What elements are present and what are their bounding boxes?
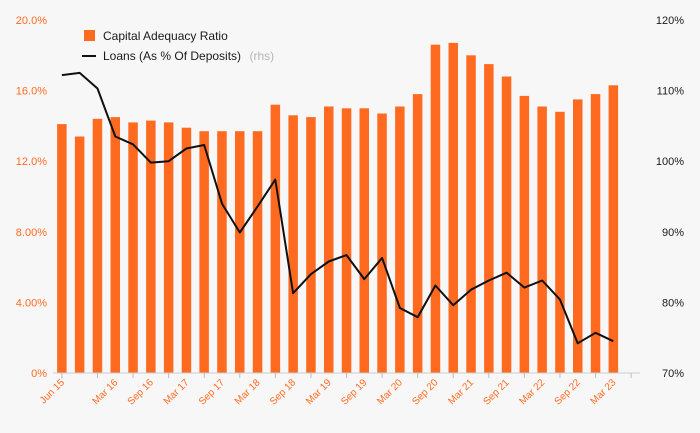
y-right-tick-label: 100% — [656, 156, 684, 168]
legend-line-text: Loans (As % Of Deposits) (rhs) — [103, 47, 274, 64]
bar-capital-adequacy — [324, 106, 334, 373]
bar-capital-adequacy — [57, 124, 67, 373]
x-tick-label: Sep 21 — [482, 377, 512, 407]
bar-capital-adequacy — [306, 117, 316, 373]
y-right-tick-label: 110% — [657, 86, 685, 98]
bars-layer — [57, 42, 619, 374]
x-tick-label: Jun 15 — [38, 377, 67, 406]
legend: Capital Adequacy Ratio Loans (As % Of De… — [82, 29, 274, 64]
x-tick-label: Mar 22 — [518, 377, 548, 407]
y-left-tick-label: 0% — [31, 368, 47, 380]
bar-capital-adequacy — [252, 131, 263, 373]
bar-capital-adequacy — [466, 55, 476, 374]
bar-capital-adequacy — [359, 108, 369, 374]
x-tick-label: Sep 17 — [197, 377, 227, 407]
x-tick-label: Sep 20 — [410, 377, 440, 407]
bar-capital-adequacy — [181, 127, 192, 373]
x-tick-label: Sep 16 — [126, 377, 156, 407]
x-tick-label: Mar 16 — [91, 377, 121, 407]
y-left-tick-label: 4.00% — [16, 297, 47, 309]
x-tick-label: Mar 17 — [162, 377, 192, 407]
bar-capital-adequacy — [501, 76, 512, 373]
x-axis: Jun 15 Mar 16 Sep 16 Mar 17 Sep 17 Mar 18 Sep … — [38, 372, 640, 408]
bar-capital-adequacy — [217, 131, 227, 373]
y-left-tick-label: 12.0% — [16, 156, 47, 168]
bar-capital-adequacy — [288, 115, 298, 374]
x-tick-label: Mar 19 — [304, 377, 334, 407]
left-axis: 0% 4.00% 8.00% 12.0% 16.0% 20.0% — [16, 15, 47, 380]
legend-line-label: Loans (As % Of Deposits) — [103, 49, 241, 63]
bar-capital-adequacy — [128, 122, 138, 374]
y-right-tick-label: 90% — [662, 227, 684, 239]
x-tick-label: Mar 21 — [446, 377, 476, 407]
line-loans-to-deposits — [61, 71, 614, 345]
bar-capital-adequacy — [163, 122, 174, 374]
x-tick-label: Sep 22 — [553, 377, 583, 407]
y-right-tick-label: 70% — [662, 368, 684, 380]
bar-capital-adequacy — [146, 120, 156, 373]
x-tick-label: Sep 18 — [268, 377, 298, 407]
bar-capital-adequacy — [573, 99, 583, 374]
y-right-tick-label: 80% — [662, 297, 684, 309]
bar-capital-adequacy — [484, 64, 494, 373]
bar-capital-adequacy — [377, 113, 387, 373]
bar-capital-adequacy — [92, 118, 103, 373]
bar-capital-adequacy — [74, 136, 85, 373]
y-right-tick-label: 120% — [656, 15, 684, 27]
x-tick-label: Sep 19 — [339, 377, 369, 407]
bar-capital-adequacy — [519, 95, 530, 374]
bar-capital-adequacy — [555, 111, 565, 374]
legend-bar-label: Capital Adequacy Ratio — [103, 29, 228, 43]
y-left-tick-label: 8.00% — [16, 227, 47, 239]
bar-capital-adequacy — [448, 42, 458, 374]
bar-capital-adequacy — [412, 94, 423, 373]
bar-capital-adequacy — [270, 104, 281, 373]
y-left-tick-label: 16.0% — [16, 86, 47, 98]
x-tick-label: Mar 18 — [233, 377, 263, 407]
bar-capital-adequacy — [199, 131, 209, 373]
x-tick-label: Mar 20 — [375, 377, 405, 407]
legend-line-suffix: (rhs) — [250, 49, 275, 63]
bar-capital-adequacy — [537, 106, 547, 373]
right-axis: 70% 80% 90% 100% 110% 120% — [656, 15, 684, 380]
legend-bar-swatch — [84, 30, 95, 41]
bar-capital-adequacy — [395, 106, 405, 373]
bar-capital-adequacy — [341, 108, 352, 374]
x-tick-label: Mar 23 — [589, 377, 619, 407]
bar-capital-adequacy — [235, 131, 245, 373]
y-left-tick-label: 20.0% — [16, 15, 47, 27]
line-layer — [61, 71, 614, 345]
bar-capital-adequacy — [608, 85, 619, 374]
bar-capital-adequacy — [590, 94, 601, 373]
bar-capital-adequacy — [430, 44, 441, 373]
bar-capital-adequacy — [110, 117, 120, 373]
